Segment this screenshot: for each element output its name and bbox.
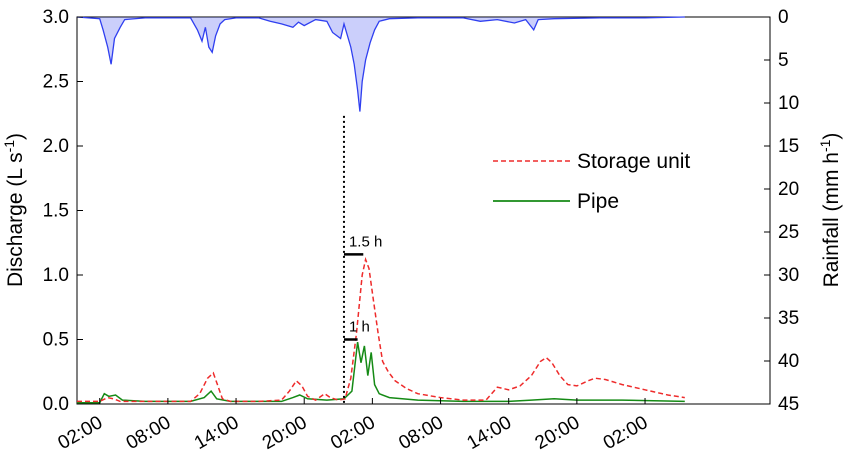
x-tick-label: 20:00	[259, 412, 311, 451]
lag-label: 1 h	[349, 319, 370, 336]
y-axis-title-end: )	[4, 133, 27, 140]
x-tick-label: 14:00	[191, 412, 243, 451]
y2-tick-label: 10	[778, 93, 799, 114]
plot-frame	[76, 16, 771, 405]
y-tick-label: 1.0	[43, 265, 69, 286]
y2-tick-label: 5	[778, 50, 789, 71]
y2-tick-label: 25	[778, 222, 799, 243]
legend: Storage unit Pipe	[493, 150, 690, 213]
rainfall-layer	[76, 16, 685, 112]
rainfall-area	[77, 17, 685, 112]
y2-axis-title-text: Rainfall (mm h	[820, 152, 843, 287]
pipe-line	[77, 341, 685, 404]
x-tick-label: 02:00	[327, 412, 379, 451]
y2-tick-label: 0	[778, 7, 789, 28]
rainfall-line	[76, 16, 685, 112]
y-axis-title-sup: -1	[1, 140, 17, 153]
y2-tick-label: 40	[778, 351, 799, 372]
plot-area	[76, 16, 771, 405]
y2-axis-title: Rainfall (mm h-1)	[817, 133, 843, 288]
y2-tick-label: 35	[778, 308, 799, 329]
x-tick-label: 20:00	[532, 412, 584, 451]
y2-tick-label: 15	[778, 136, 799, 157]
y2-tick-label: 45	[778, 394, 799, 415]
y-axis-title-text: Discharge (L s	[4, 152, 27, 287]
y-tick-label: 1.5	[43, 201, 69, 222]
x-tick-label: 14:00	[464, 412, 516, 451]
x-tick-label: 02:00	[55, 412, 107, 451]
y2-tick-label: 20	[778, 179, 799, 200]
x-tick-label: 08:00	[123, 412, 175, 451]
y-tick-label: 2.0	[43, 136, 69, 157]
y-tick-label: 2.5	[43, 72, 69, 93]
legend-pipe-label: Pipe	[577, 190, 619, 213]
x-tick-label: 02:00	[600, 412, 652, 451]
x-tick-label: 08:00	[395, 412, 447, 451]
y-tick-label: 0.0	[43, 394, 69, 415]
storage-unit-line	[77, 256, 685, 403]
y-tick-label: 0.5	[43, 330, 69, 351]
axes-layer: 0.0 0.5 1.0 1.5 2.0 2.5 3.0 0 5 10 15 20 25 30 35 40 45 0…	[43, 7, 800, 451]
y2-axis-title-end: )	[820, 133, 843, 140]
y-axis-title: Discharge (L s-1)	[1, 133, 27, 287]
annotation-layer: 1.5 h 1 h	[342, 115, 382, 404]
legend-storage-label: Storage unit	[577, 150, 690, 173]
y-tick-label: 3.0	[43, 7, 69, 28]
series-layer	[77, 256, 685, 404]
lag-label: 1.5 h	[349, 233, 382, 250]
y2-axis-title-sup: -1	[817, 139, 833, 152]
y2-tick-label: 30	[778, 265, 799, 286]
